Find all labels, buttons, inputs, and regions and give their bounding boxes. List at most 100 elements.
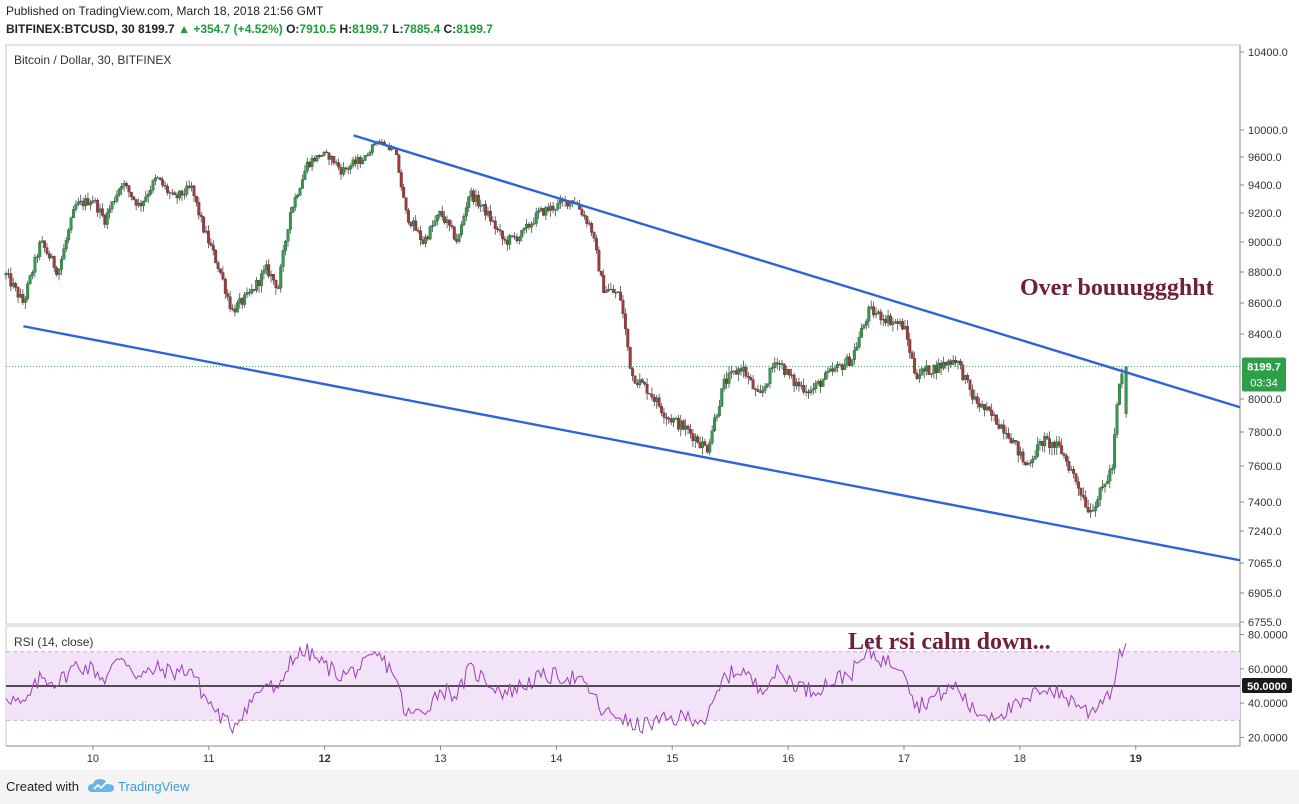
candle-body bbox=[838, 364, 842, 366]
candle-body bbox=[168, 192, 172, 194]
candle-body bbox=[31, 272, 34, 276]
time-tick-label: 18 bbox=[1014, 753, 1026, 765]
candle-body bbox=[696, 436, 700, 443]
tradingview-link[interactable]: TradingView bbox=[118, 779, 190, 794]
price-change: +354.7 (+4.52%) bbox=[193, 22, 283, 36]
candle-body bbox=[975, 396, 979, 404]
candle-body bbox=[337, 162, 341, 168]
candle-body bbox=[219, 268, 222, 273]
candle-body bbox=[722, 378, 726, 389]
candle-body bbox=[361, 160, 365, 164]
candle-body bbox=[676, 418, 680, 430]
candle-body bbox=[710, 430, 714, 444]
candle-body bbox=[650, 393, 654, 398]
candle-body bbox=[397, 154, 401, 173]
candle-body bbox=[245, 292, 249, 295]
chart-canvas[interactable]: 10400.0 10000.0 9600.0 9400.0 9200.0 9000.0 88… bbox=[0, 0, 1299, 770]
candle-body bbox=[1091, 510, 1095, 512]
candle-body bbox=[558, 200, 562, 204]
candle-body bbox=[797, 381, 801, 387]
candle-body bbox=[358, 157, 362, 164]
candle-body bbox=[173, 192, 177, 195]
candle-body bbox=[64, 239, 68, 249]
candle-body bbox=[679, 420, 683, 430]
candle-body bbox=[144, 196, 148, 202]
candle-body bbox=[310, 158, 314, 167]
rsi-tick-label: 20.0000 bbox=[1248, 732, 1288, 744]
ohlc-line: BITFINEX:BTCUSD, 30 8199.7 ▲ +354.7 (+4.… bbox=[6, 22, 493, 36]
price-tick-label: 6905.0 bbox=[1248, 588, 1282, 600]
tradingview-cloud-icon[interactable] bbox=[88, 777, 114, 795]
candle-body bbox=[16, 287, 20, 298]
candle-body bbox=[1002, 424, 1006, 434]
rsi-line-group bbox=[5, 642, 1127, 735]
candle-body bbox=[717, 406, 721, 416]
candle-body bbox=[84, 198, 87, 207]
candle-body bbox=[657, 397, 661, 407]
candle-body bbox=[199, 214, 203, 217]
candle-body bbox=[997, 424, 1001, 429]
candle-body bbox=[293, 196, 297, 208]
candle-body bbox=[1050, 442, 1054, 448]
candle-body bbox=[915, 372, 919, 380]
candle-body bbox=[240, 298, 244, 305]
candle-body bbox=[35, 256, 39, 258]
candle-body bbox=[734, 370, 738, 375]
candle-body bbox=[322, 151, 326, 156]
candle-body bbox=[269, 274, 273, 277]
rsi-title: RSI (14, close) bbox=[14, 635, 93, 649]
candle-body bbox=[450, 225, 454, 228]
candle-body bbox=[503, 238, 507, 241]
candle-body bbox=[848, 356, 851, 366]
candle-body bbox=[1036, 444, 1039, 457]
candle-body bbox=[488, 210, 492, 222]
candle-body bbox=[457, 234, 461, 242]
candle-body bbox=[423, 236, 427, 244]
candle-body bbox=[648, 393, 651, 395]
candle-body bbox=[435, 214, 439, 222]
candle-body bbox=[28, 275, 32, 284]
candle-body bbox=[484, 204, 488, 216]
candle-body bbox=[744, 367, 748, 377]
candle-body bbox=[1108, 469, 1112, 482]
candle-body bbox=[409, 222, 413, 227]
candle-body bbox=[11, 283, 15, 287]
candle-body bbox=[214, 250, 218, 263]
candle-body bbox=[905, 326, 909, 340]
candle-body bbox=[303, 170, 307, 180]
candle-body bbox=[778, 363, 782, 365]
price-tick-label: 8400.0 bbox=[1248, 329, 1282, 341]
time-tick-label: 10 bbox=[87, 753, 99, 765]
candle-body bbox=[609, 288, 613, 291]
candle-body bbox=[664, 417, 668, 419]
candle-body bbox=[944, 361, 948, 366]
candle-body bbox=[1019, 451, 1023, 456]
candle-body bbox=[45, 247, 49, 254]
rsi-line bbox=[5, 642, 1127, 735]
trendlines bbox=[23, 134, 1241, 562]
candle-body bbox=[260, 273, 263, 287]
candle-body bbox=[368, 152, 372, 156]
price-pane[interactable] bbox=[5, 44, 1241, 625]
candle-body bbox=[698, 442, 702, 448]
candle-body bbox=[1079, 488, 1083, 496]
candle-body bbox=[855, 346, 859, 351]
candle-body bbox=[151, 180, 155, 191]
candle-body bbox=[341, 167, 345, 175]
candle-body bbox=[773, 362, 777, 368]
candle-body bbox=[498, 229, 502, 232]
candle-body bbox=[749, 377, 753, 380]
candle-body bbox=[768, 368, 772, 384]
published-line: Published on TradingView.com, March 18, … bbox=[6, 4, 324, 18]
candle-body bbox=[662, 412, 666, 418]
candle-body bbox=[708, 442, 712, 453]
candle-body bbox=[88, 202, 92, 206]
candle-body bbox=[443, 216, 447, 223]
candle-body bbox=[780, 363, 784, 365]
candle-body bbox=[898, 321, 902, 324]
candle-body bbox=[693, 436, 697, 442]
candle-body bbox=[69, 217, 73, 230]
candle-body bbox=[995, 414, 998, 425]
trendline[interactable] bbox=[353, 134, 1241, 409]
trendline[interactable] bbox=[23, 325, 1241, 562]
